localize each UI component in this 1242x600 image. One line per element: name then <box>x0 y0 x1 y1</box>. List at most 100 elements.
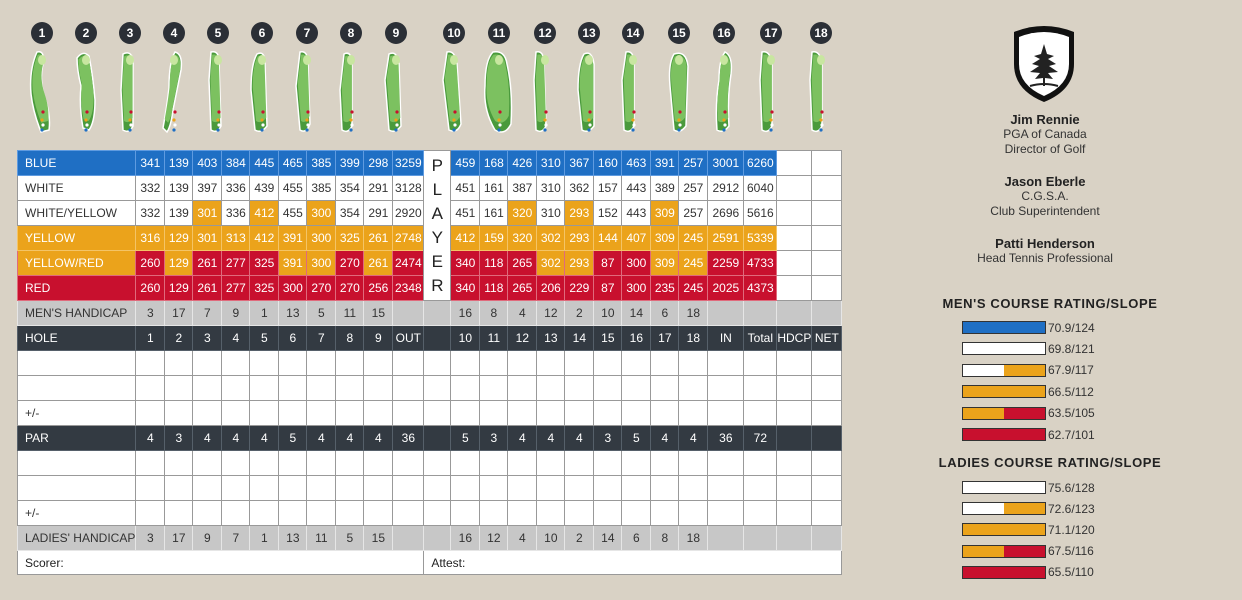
score-entry-cell[interactable] <box>249 450 280 476</box>
score-entry-cell[interactable] <box>335 350 365 376</box>
score-entry-cell[interactable] <box>278 500 308 526</box>
score-entry-cell[interactable] <box>135 400 166 426</box>
score-entry-cell[interactable] <box>135 475 166 501</box>
score-entry-cell[interactable] <box>507 350 538 376</box>
score-entry-cell[interactable] <box>192 450 223 476</box>
score-entry-cell[interactable] <box>335 450 365 476</box>
score-entry-cell[interactable] <box>450 375 481 401</box>
score-entry-cell[interactable] <box>743 450 778 476</box>
score-entry-cell[interactable] <box>593 350 623 376</box>
score-entry-cell[interactable] <box>650 350 680 376</box>
score-entry-cell[interactable] <box>776 500 813 526</box>
score-entry-cell[interactable] <box>164 350 194 376</box>
score-entry-cell[interactable] <box>249 350 280 376</box>
score-entry-cell[interactable] <box>479 375 509 401</box>
score-entry-cell[interactable] <box>363 500 394 526</box>
score-entry-cell[interactable] <box>776 475 813 501</box>
score-entry-cell[interactable] <box>593 400 623 426</box>
score-entry-cell[interactable] <box>135 500 166 526</box>
score-entry-cell[interactable] <box>776 350 813 376</box>
score-entry-cell[interactable] <box>335 375 365 401</box>
score-entry-cell[interactable] <box>423 375 452 401</box>
score-entry-cell[interactable] <box>221 350 251 376</box>
score-entry-cell[interactable] <box>278 400 308 426</box>
score-entry-cell[interactable] <box>650 375 680 401</box>
score-entry-cell[interactable] <box>650 400 680 426</box>
score-entry-cell[interactable] <box>811 375 843 401</box>
score-entry-cell[interactable] <box>479 400 509 426</box>
score-entry-cell[interactable] <box>536 400 566 426</box>
score-entry-cell[interactable] <box>811 475 843 501</box>
score-entry-cell[interactable] <box>621 350 652 376</box>
score-entry-cell[interactable] <box>743 375 778 401</box>
score-entry-cell[interactable] <box>135 450 166 476</box>
score-entry-cell[interactable] <box>278 350 308 376</box>
score-entry-cell[interactable] <box>363 375 394 401</box>
score-entry-cell[interactable] <box>423 350 452 376</box>
scorer-field[interactable]: Scorer: <box>16 550 425 575</box>
score-entry-cell[interactable] <box>363 350 394 376</box>
score-entry-cell[interactable] <box>450 350 481 376</box>
score-entry-cell[interactable] <box>776 375 813 401</box>
score-entry-cell[interactable] <box>423 500 452 526</box>
score-entry-cell[interactable] <box>423 400 452 426</box>
score-entry-cell[interactable] <box>707 350 745 376</box>
score-entry-cell[interactable] <box>335 400 365 426</box>
score-entry-cell[interactable] <box>192 475 223 501</box>
score-entry-cell[interactable] <box>536 475 566 501</box>
score-entry-cell[interactable] <box>335 500 365 526</box>
score-entry-cell[interactable] <box>678 450 709 476</box>
score-entry-cell[interactable] <box>621 400 652 426</box>
score-entry-cell[interactable] <box>164 450 194 476</box>
score-entry-cell[interactable] <box>743 400 778 426</box>
score-entry-cell[interactable] <box>621 500 652 526</box>
score-entry-cell[interactable] <box>392 475 425 501</box>
score-entry-cell[interactable] <box>621 475 652 501</box>
score-entry-cell[interactable] <box>164 375 194 401</box>
score-entry-cell[interactable] <box>306 400 337 426</box>
score-entry-cell[interactable] <box>249 475 280 501</box>
score-entry-cell[interactable] <box>507 475 538 501</box>
score-entry-cell[interactable] <box>164 475 194 501</box>
score-entry-cell[interactable] <box>593 475 623 501</box>
score-entry-cell[interactable] <box>306 375 337 401</box>
score-entry-cell[interactable] <box>564 450 595 476</box>
score-entry-cell[interactable] <box>743 350 778 376</box>
score-entry-cell[interactable] <box>507 375 538 401</box>
score-entry-cell[interactable] <box>450 475 481 501</box>
score-entry-cell[interactable] <box>678 350 709 376</box>
score-entry-cell[interactable] <box>135 350 166 376</box>
score-entry-cell[interactable] <box>650 500 680 526</box>
score-entry-cell[interactable] <box>564 475 595 501</box>
score-entry-cell[interactable] <box>707 500 745 526</box>
score-entry-cell[interactable] <box>507 500 538 526</box>
score-entry-cell[interactable] <box>707 400 745 426</box>
score-entry-cell[interactable] <box>335 475 365 501</box>
score-entry-cell[interactable] <box>811 400 843 426</box>
score-entry-cell[interactable] <box>450 500 481 526</box>
score-entry-cell[interactable] <box>811 500 843 526</box>
score-entry-cell[interactable] <box>249 375 280 401</box>
score-entry-cell[interactable] <box>479 475 509 501</box>
score-entry-cell[interactable] <box>392 450 425 476</box>
score-entry-cell[interactable] <box>392 375 425 401</box>
score-entry-cell[interactable] <box>479 350 509 376</box>
score-entry-cell[interactable] <box>678 475 709 501</box>
score-entry-cell[interactable] <box>707 375 745 401</box>
score-entry-cell[interactable] <box>536 375 566 401</box>
score-entry-cell[interactable] <box>221 375 251 401</box>
score-entry-cell[interactable] <box>564 400 595 426</box>
score-entry-cell[interactable] <box>249 400 280 426</box>
score-entry-cell[interactable] <box>678 375 709 401</box>
score-entry-cell[interactable] <box>621 375 652 401</box>
score-entry-cell[interactable] <box>306 475 337 501</box>
score-entry-cell[interactable] <box>707 475 745 501</box>
score-entry-cell[interactable] <box>392 500 425 526</box>
score-entry-cell[interactable] <box>221 500 251 526</box>
score-entry-cell[interactable] <box>650 450 680 476</box>
score-entry-cell[interactable] <box>423 475 452 501</box>
score-entry-cell[interactable] <box>221 475 251 501</box>
score-entry-cell[interactable] <box>564 375 595 401</box>
score-entry-cell[interactable] <box>450 400 481 426</box>
score-entry-cell[interactable] <box>192 350 223 376</box>
